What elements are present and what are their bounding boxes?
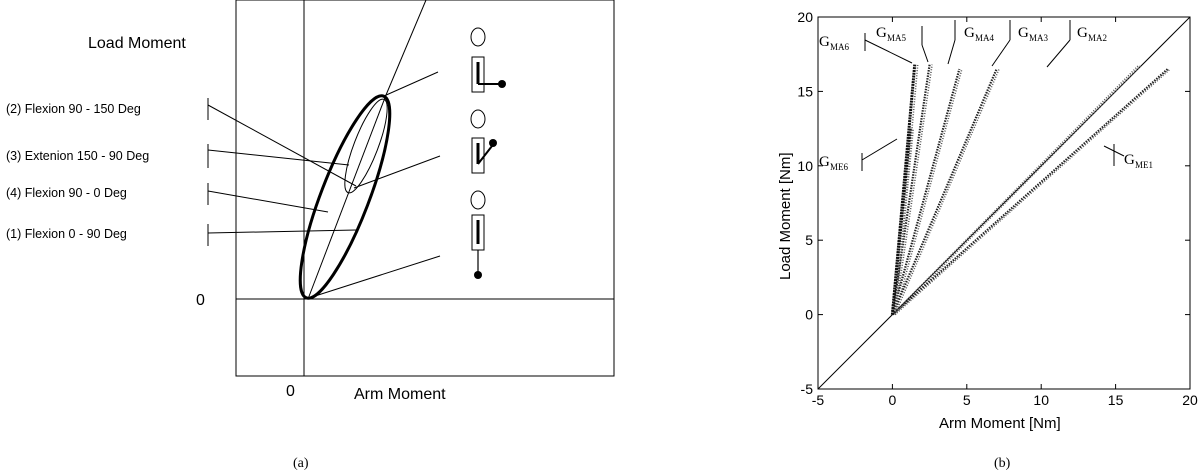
y-tick-label: 0	[805, 307, 813, 323]
head-icon	[470, 27, 486, 47]
panel-b-frame	[817, 16, 1191, 390]
label-gma5-leader	[921, 44, 929, 63]
panel-a-y-origin-label: 0	[196, 292, 205, 309]
x-tick-label: 15	[1108, 392, 1124, 408]
hysteresis-extension-line	[385, 0, 427, 96]
label-gma5: G MA5	[876, 25, 929, 63]
hand-weight-icon	[474, 271, 482, 279]
panel-b-ylabel: Load Moment [Nm]	[777, 152, 794, 280]
label-gma4: G MA4	[947, 20, 995, 65]
label-gma4-leader	[947, 39, 956, 65]
series-g-me6-trace	[890, 128, 912, 315]
label-gme1-main: G	[1124, 152, 1135, 168]
label-gma3-main: G	[1018, 25, 1029, 41]
panel-b-caption: (b)	[994, 456, 1011, 471]
identity-line	[817, 16, 1191, 390]
label-gma2: G MA2	[1046, 20, 1107, 68]
torso-icon	[471, 56, 485, 93]
panel-a-x-origin-label: 0	[286, 383, 295, 400]
label-gma6-main: G	[819, 34, 830, 50]
phase-label-1: (1) Flexion 0 - 90 Deg	[6, 227, 127, 241]
arrow-to-origin	[311, 255, 441, 298]
y-tick-label: 15	[797, 83, 813, 99]
y-tick-label: 5	[805, 232, 813, 248]
series-g-me1-band	[894, 68, 1171, 316]
panel-b: -5 0 5 10 15 20 -5 0 5 10 15 20 Arm Moment [Nm] Loa…	[777, 9, 1198, 471]
x-tick-label: 10	[1033, 392, 1049, 408]
label-gma4-main: G	[964, 25, 975, 41]
arrow-to-middle	[353, 155, 441, 189]
label-gme1: G ME1	[1103, 144, 1153, 170]
label-gme1-leader	[1103, 145, 1125, 157]
label-gma3-leader	[991, 39, 1011, 67]
head-icon	[470, 190, 486, 210]
y-tick-label: -5	[801, 381, 814, 397]
hand-weight-icon	[498, 80, 506, 88]
label-gme6-leader	[861, 138, 898, 161]
label-gma4-sub: MA4	[975, 33, 995, 43]
series-g-ma4-trace	[891, 68, 961, 315]
arrow-to-peak	[383, 71, 439, 97]
label-gma3-sub: MA3	[1029, 33, 1049, 43]
series-g-ma5-trace	[891, 64, 931, 315]
label-gme6: G ME6	[819, 138, 898, 172]
panel-b-ticks: -5 0 5 10 15 20 -5 0 5 10 15 20	[797, 9, 1198, 408]
panel-b-curves	[817, 16, 1191, 390]
phase-leader-3	[207, 149, 350, 166]
label-gme1-sub: ME1	[1135, 160, 1153, 170]
label-gma6: G MA6	[819, 33, 913, 64]
series-g-ma2-band	[894, 65, 1141, 316]
series-g-ma6-trace	[890, 64, 917, 315]
series-g-ma2-trace	[891, 65, 1139, 316]
label-gma2-leader	[1046, 39, 1071, 68]
series-g-ma3-band	[894, 68, 1000, 315]
panel-a-ylabel: Load Moment	[88, 35, 186, 52]
hysteresis-loop	[298, 94, 392, 300]
arm-figure-down	[470, 190, 486, 279]
panel-a-frame	[235, 0, 615, 377]
arm-figure-bent	[470, 109, 497, 174]
series-g-ma4-band	[894, 68, 963, 315]
y-tick-label: 10	[797, 158, 813, 174]
label-gma2-main: G	[1077, 25, 1088, 41]
panel-b-xlabel: Arm Moment [Nm]	[939, 415, 1061, 432]
forearm-icon	[477, 145, 493, 165]
label-gma5-main: G	[876, 25, 887, 41]
phase-leader-2	[207, 104, 357, 187]
x-tick-label: 5	[963, 392, 971, 408]
panel-a-xlabel: Arm Moment	[354, 386, 446, 403]
series-g-ma3-trace	[891, 68, 998, 316]
hand-weight-icon	[489, 139, 497, 147]
phase-leader-4	[207, 190, 329, 213]
x-tick-label: -5	[812, 392, 825, 408]
label-gme6-main: G	[819, 154, 830, 170]
hysteresis-chord	[307, 94, 387, 300]
series-g-me1-trace	[891, 68, 1169, 316]
x-tick-label: 0	[889, 392, 897, 408]
head-icon	[470, 109, 486, 129]
panel-a: Load Moment Arm Moment 0 0 (2) Flexion 9…	[6, 0, 615, 471]
phase-label-3: (3) Extenion 150 - 90 Deg	[6, 149, 149, 163]
series-g-ma5-band	[894, 64, 933, 315]
label-gma6-sub: MA6	[830, 42, 850, 52]
y-tick-label: 20	[797, 9, 813, 25]
label-gme6-sub: ME6	[830, 162, 849, 172]
x-tick-label: 20	[1182, 392, 1198, 408]
label-gma3: G MA3	[991, 20, 1049, 67]
label-gma2-sub: MA2	[1088, 33, 1107, 43]
label-gma6-leader	[864, 39, 913, 64]
arm-figure-raised	[470, 27, 506, 93]
label-gma5-sub: MA5	[887, 33, 907, 43]
phase-label-4: (4) Flexion 90 - 0 Deg	[6, 186, 127, 200]
phase-leader-1	[207, 229, 357, 234]
panel-a-caption: (a)	[293, 456, 309, 471]
phase-label-2: (2) Flexion 90 - 150 Deg	[6, 102, 141, 116]
